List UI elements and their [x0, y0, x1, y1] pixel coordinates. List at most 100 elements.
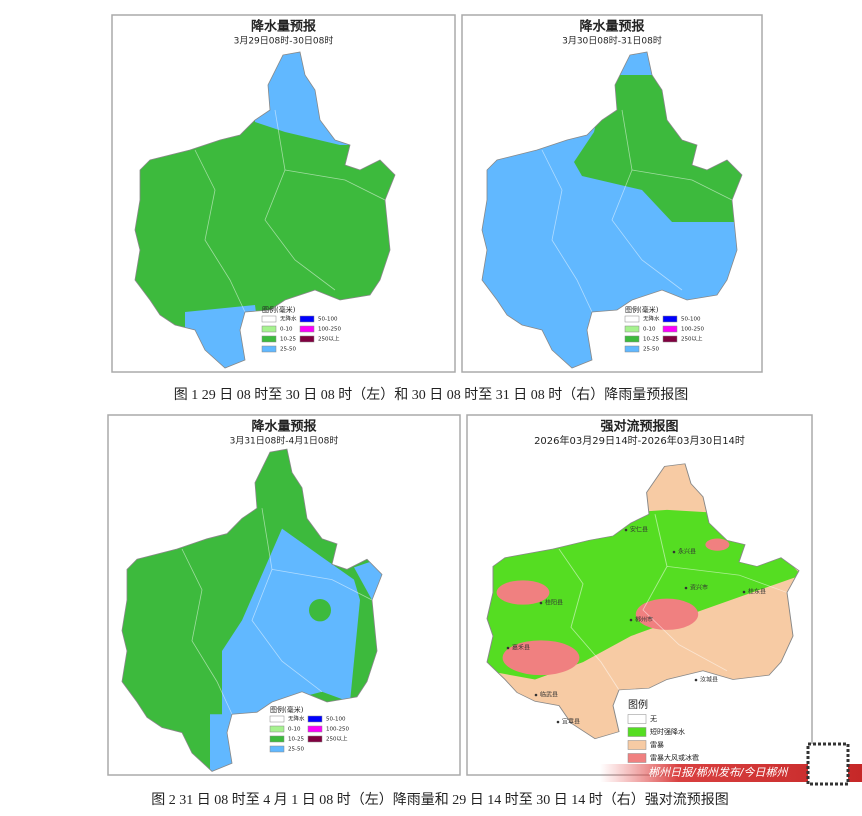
map-region [705, 538, 730, 551]
legend-swatch [624, 335, 640, 343]
legend-swatch [662, 325, 678, 333]
place-label: 汝城县 [700, 676, 718, 684]
legend-swatch [269, 735, 285, 743]
place-dot [742, 590, 746, 594]
legend-label: 100-250 [326, 727, 349, 733]
place-dot [539, 601, 543, 605]
place-dot [556, 720, 560, 724]
legend-label: 50-100 [326, 717, 346, 723]
place-dot [534, 693, 538, 697]
legend-label: 10-25 [280, 337, 296, 343]
legend-label: 短时强降水 [650, 727, 685, 736]
legend-label: 50-100 [318, 317, 338, 323]
place-dot [694, 678, 698, 682]
legend-swatch [307, 725, 323, 733]
legend-swatch [261, 345, 277, 353]
legend-swatch [624, 345, 640, 353]
map-region [502, 640, 580, 676]
legend-title: 图例 [628, 698, 648, 711]
legend-label: 25-50 [643, 347, 659, 353]
watermark-text: 郴州日报/郴州发布/今日郴州 [648, 766, 789, 779]
legend-swatch [624, 325, 640, 333]
legend-label: 0-10 [643, 327, 656, 333]
district-line [642, 514, 728, 672]
place-label: 资兴市 [690, 584, 708, 592]
legend-label: 0-10 [280, 327, 293, 333]
legend-label: 25-50 [280, 347, 296, 353]
map-region [487, 509, 800, 680]
place-label: 桂东县 [748, 588, 766, 596]
panel-title: 降水量预报 [251, 419, 317, 435]
map-region [222, 528, 360, 772]
watermark-bar [600, 764, 862, 782]
legend-label: 250以上 [681, 335, 703, 343]
legend-swatch [261, 335, 277, 343]
map-base [482, 52, 742, 368]
legend-title: 图例(毫米) [270, 705, 304, 714]
place-dot [684, 586, 688, 590]
legend-swatch [307, 735, 323, 743]
figure-caption: 图 1 29 日 08 时至 30 日 08 时（左）和 30 日 08 时至 … [174, 387, 689, 403]
legend-swatch [269, 715, 285, 723]
legend-swatch [627, 727, 647, 737]
legend-swatch [261, 315, 277, 323]
place-label: 永兴县 [678, 548, 696, 556]
district-line [181, 548, 233, 715]
legend-swatch [627, 714, 647, 724]
legend-swatch [627, 753, 647, 763]
map-base [135, 52, 395, 368]
map-region [496, 580, 550, 605]
panel-title: 降水量预报 [579, 19, 645, 35]
district-line [666, 566, 788, 593]
legend-swatch [627, 740, 647, 750]
map-region [635, 598, 699, 630]
district-line [541, 149, 593, 313]
panel-subtitle: 3月30日08时-31日08时 [562, 35, 662, 47]
district-line [611, 109, 683, 291]
legend-label: 100-250 [681, 327, 704, 333]
panel-title: 降水量预报 [251, 19, 317, 35]
district-line [251, 508, 323, 693]
qr-code [806, 742, 850, 786]
place-label: 嘉禾县 [512, 644, 530, 652]
map-region [354, 557, 382, 600]
place-dot [624, 528, 628, 532]
legend-label: 10-25 [643, 337, 659, 343]
legend-swatch [624, 315, 640, 323]
place-label: 临武县 [540, 691, 558, 699]
district-line [194, 149, 246, 313]
legend-swatch [261, 325, 277, 333]
legend-swatch [269, 745, 285, 753]
legend-label: 250以上 [318, 335, 340, 343]
legend-label: 雷暴大风或冰雹 [650, 753, 699, 762]
legend-swatch [299, 315, 315, 323]
legend-label: 无降水 [288, 715, 305, 723]
legend-swatch [662, 315, 678, 323]
district-line [558, 548, 620, 691]
legend-label: 100-250 [318, 327, 341, 333]
legend-label: 50-100 [681, 317, 701, 323]
panel-title: 强对流预报图 [600, 419, 678, 435]
place-label: 宜章县 [562, 718, 580, 726]
map-fill [487, 463, 800, 739]
district-line [284, 169, 386, 201]
place-label: 安仁县 [630, 526, 648, 534]
legend-label: 250以上 [326, 735, 348, 743]
legend-label: 25-50 [288, 747, 304, 753]
legend-label: 10-25 [288, 737, 304, 743]
district-line [271, 568, 373, 601]
place-dot [672, 550, 676, 554]
map-outline [121, 448, 383, 772]
legend-label: 无降水 [643, 315, 660, 323]
district-line [631, 169, 733, 201]
legend-swatch [299, 335, 315, 343]
place-dot [629, 618, 633, 622]
legend-label: 无降水 [280, 315, 297, 323]
map-outline [134, 51, 396, 369]
legend-label: 雷暴 [650, 741, 664, 749]
panel-subtitle: 3月31日08时-4月1日08时 [230, 435, 339, 447]
